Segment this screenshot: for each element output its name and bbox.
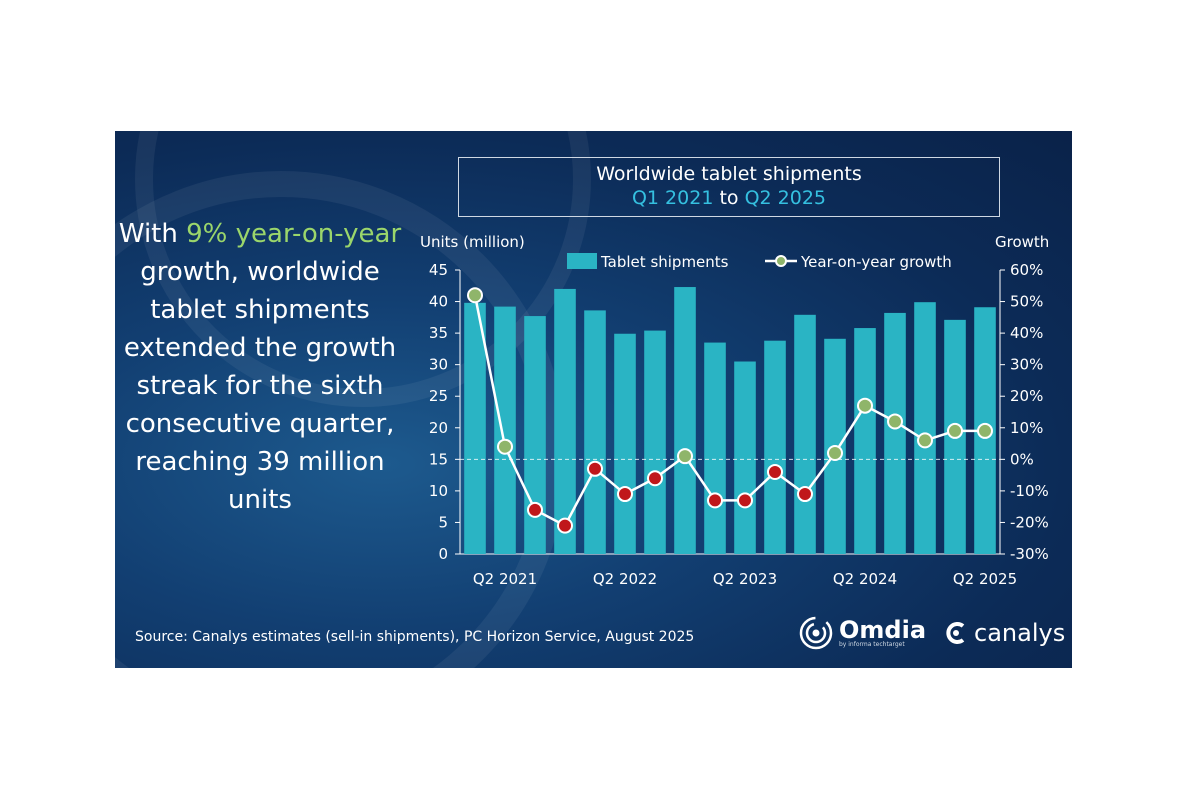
shipment-bar: [524, 316, 546, 554]
growth-point: [797, 486, 813, 503]
growth-point: [497, 438, 513, 455]
chart-subtitle: Q1 2021 to Q2 2025: [459, 187, 999, 209]
growth-point: [527, 501, 543, 518]
growth-point: [737, 492, 753, 509]
shipment-bar: [854, 328, 876, 554]
logos: Omdia by informa techtarget canalys: [799, 613, 1065, 653]
growth-point: [647, 470, 663, 487]
left-tick-label: 20: [429, 419, 448, 437]
omdia-wordmark: Omdia: [839, 615, 927, 644]
x-tick-label: Q2 2024: [833, 570, 897, 588]
shipment-bar: [644, 330, 666, 554]
right-axis-title: Growth: [995, 233, 1050, 251]
canalys-wordmark: canalys: [974, 619, 1066, 647]
left-tick-label: 40: [429, 293, 448, 311]
omdia-swirl-icon: [799, 616, 833, 650]
right-tick-label: -30%: [1010, 545, 1049, 563]
headline-highlight: 9% year-on-year: [186, 219, 402, 249]
chart-svg: 0 5 10 15 20 25 30 35 40 45 -30% -20% -10% 0% 10% 20% 30…: [429, 253, 1049, 588]
x-tick-label: Q2 2021: [473, 570, 537, 588]
headline-prefix: With: [118, 219, 187, 249]
left-tick-label: 45: [429, 261, 448, 279]
subtitle-from: Q1 2021: [631, 187, 714, 209]
left-tick-label: 0: [438, 545, 448, 563]
growth-point: [557, 517, 573, 534]
chart-title-box: Worldwide tablet shipments Q1 2021 to Q2…: [458, 157, 1000, 217]
shipment-bar: [794, 314, 816, 554]
left-tick-label: 15: [429, 450, 448, 468]
left-tick-label: 30: [429, 356, 448, 374]
legend-line-marker: [775, 255, 787, 267]
growth-point: [707, 492, 723, 509]
source-note: Source: Canalys estimates (sell-in shipm…: [135, 629, 695, 645]
growth-point: [587, 460, 603, 477]
growth-point: [857, 397, 873, 414]
shipment-bar: [764, 340, 786, 554]
infographic-card: With 9% year-on-year growth, worldwide t…: [115, 131, 1072, 668]
growth-point: [677, 448, 693, 465]
x-tick-label: Q2 2023: [713, 570, 777, 588]
legend-line-label: Year-on-year growth: [800, 253, 952, 271]
chart-title: Worldwide tablet shipments: [596, 163, 862, 185]
headline-suffix: growth, worldwide tablet shipments exten…: [123, 257, 397, 515]
growth-point: [827, 445, 843, 462]
right-tick-label: 50%: [1010, 293, 1043, 311]
right-tick-label: 20%: [1010, 387, 1043, 405]
growth-point: [617, 486, 633, 503]
subtitle-to: Q2 2025: [744, 187, 827, 209]
shipment-bar: [704, 342, 726, 554]
shipment-bar: [584, 310, 606, 554]
left-tick-label: 10: [429, 482, 448, 500]
legend-bar-label: Tablet shipments: [600, 253, 729, 271]
right-tick-label: 60%: [1010, 261, 1043, 279]
x-tick-label: Q2 2025: [953, 570, 1017, 588]
left-axis-title: Units (million): [420, 233, 525, 251]
left-tick-label: 5: [438, 513, 448, 531]
growth-point: [767, 463, 783, 480]
x-tick-label: Q2 2022: [593, 570, 657, 588]
right-tick-label: 0%: [1010, 450, 1034, 468]
omdia-byline: by informa techtarget: [839, 640, 905, 648]
right-tick-label: 10%: [1010, 419, 1043, 437]
shipment-bar: [914, 302, 936, 554]
canalys-mark-icon: [946, 622, 965, 644]
right-tick-label: -10%: [1010, 482, 1049, 500]
growth-point: [467, 287, 483, 304]
omdia-logo: Omdia by informa techtarget: [799, 616, 926, 650]
legend-bar-swatch: [567, 253, 597, 269]
growth-point: [887, 413, 903, 430]
growth-line: [473, 295, 985, 528]
subtitle-connector: to: [719, 187, 739, 209]
canalys-logo: canalys: [944, 619, 1065, 647]
right-tick-label: 40%: [1010, 324, 1043, 342]
shipment-bar: [464, 302, 486, 554]
left-tick-label: 25: [429, 387, 448, 405]
shipment-bar: [554, 288, 576, 554]
shipment-bar: [674, 287, 696, 554]
right-tick-label: 30%: [1010, 356, 1043, 374]
left-tick-label: 35: [429, 324, 448, 342]
shipment-bar: [614, 333, 636, 554]
right-tick-label: -20%: [1010, 513, 1049, 531]
shipment-bar: [884, 312, 906, 554]
growth-point: [917, 432, 933, 449]
growth-point: [947, 422, 963, 439]
shipment-bar: [734, 361, 756, 554]
headline: With 9% year-on-year growth, worldwide t…: [115, 215, 405, 519]
growth-point: [977, 422, 993, 439]
shipment-bar: [494, 306, 516, 554]
